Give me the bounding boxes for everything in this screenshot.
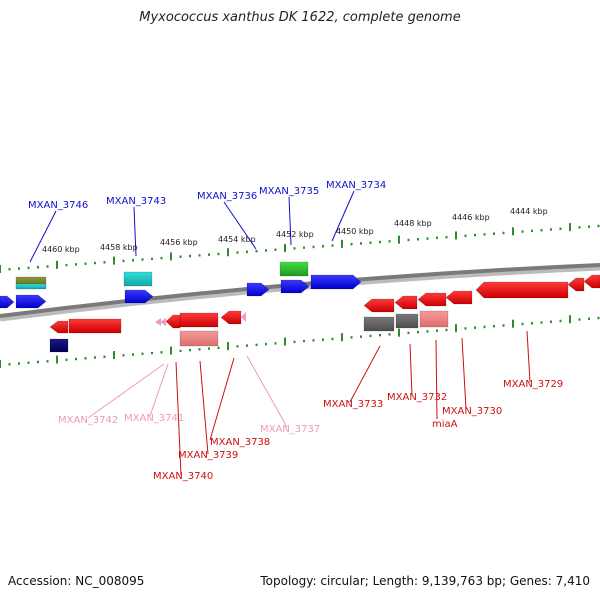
gene-arrow (567, 277, 585, 292)
gene-label[interactable]: MXAN_3742 (58, 415, 118, 426)
gene-label[interactable]: MXAN_3743 (106, 196, 166, 207)
gene-box (49, 338, 69, 353)
leader-line (199, 360, 209, 455)
leader-line (526, 330, 531, 383)
kbp-tick-label: 4456 kbp (160, 238, 198, 247)
leader-line (87, 363, 165, 419)
gene-label[interactable]: MXAN_3746 (28, 200, 88, 211)
leader-line (29, 210, 57, 263)
genome-title: Myxococcus xanthus DK 1622, complete gen… (139, 10, 461, 25)
gene-label[interactable]: MXAN_3741 (124, 413, 184, 424)
kbp-tick-label: 4460 kbp (42, 245, 80, 254)
leader-line (349, 345, 381, 403)
leader-line (409, 343, 413, 396)
pseudo-arrow (241, 312, 246, 322)
kbp-tick-label: 4444 kbp (510, 207, 548, 216)
leader-line (331, 190, 355, 242)
kbp-tick-label: 4450 kbp (336, 227, 374, 236)
gene-box (179, 330, 219, 347)
gene-label[interactable]: MXAN_3739 (178, 450, 238, 461)
gene-arrow (165, 314, 181, 329)
gene-label[interactable]: MXAN_3735 (259, 186, 319, 197)
topology-summary: Topology: circular; Length: 9,139,763 bp… (260, 574, 590, 588)
leader-line (133, 206, 137, 257)
gene-arrow (220, 310, 242, 325)
gene-arrow (280, 279, 310, 294)
leader-line (209, 357, 235, 441)
pseudo-arrow (155, 318, 161, 326)
leader-line (461, 337, 467, 410)
leader-line (223, 201, 257, 250)
gene-box (179, 312, 219, 328)
kbp-tick-label: 4454 kbp (218, 235, 256, 244)
gene-label[interactable]: MXAN_3732 (387, 392, 447, 403)
kbp-tick-label: 4458 kbp (100, 243, 138, 252)
gene-label[interactable]: miaA (432, 419, 458, 430)
gene-label[interactable]: MXAN_3737 (260, 424, 320, 435)
gene-arrow (445, 290, 473, 305)
gene-arrow (124, 289, 154, 304)
gene-box (123, 271, 153, 287)
kbp-tick-label: 4446 kbp (452, 213, 490, 222)
gene-label[interactable]: MXAN_3729 (503, 379, 563, 390)
gene-label[interactable]: MXAN_3738 (210, 437, 270, 448)
leader-line (288, 196, 292, 246)
accession-text: Accession: NC_008095 (8, 574, 145, 588)
gene-arrow (394, 295, 418, 310)
gene-box (15, 283, 47, 290)
leader-line (175, 361, 182, 476)
gene-box (395, 313, 419, 329)
gene-arrow (417, 292, 447, 307)
gene-arrow (246, 282, 270, 297)
kbp-tick-label: 4452 kbp (276, 230, 314, 239)
gene-label[interactable]: MXAN_3736 (197, 191, 257, 202)
leader-line (149, 363, 169, 417)
gene-box (363, 316, 395, 332)
gene-box (279, 261, 309, 277)
leader-line (246, 355, 288, 428)
gene-arrow (475, 281, 569, 299)
gene-arrow (583, 274, 600, 289)
pseudo-arrow (160, 318, 166, 326)
gene-label[interactable]: MXAN_3733 (323, 399, 383, 410)
gene-label[interactable]: MXAN_3730 (442, 406, 502, 417)
leader-line (435, 339, 438, 420)
gene-label[interactable]: MXAN_3740 (153, 471, 213, 482)
kbp-tick-label: 4448 kbp (394, 219, 432, 228)
gene-arrow (0, 295, 15, 309)
gene-label[interactable]: MXAN_3734 (326, 180, 386, 191)
gene-arrow (49, 320, 69, 334)
gene-arrow (363, 298, 395, 313)
gene-box (419, 310, 449, 328)
gene-box (68, 318, 122, 334)
gene-arrow (15, 294, 47, 309)
gene-arrow (310, 274, 362, 290)
